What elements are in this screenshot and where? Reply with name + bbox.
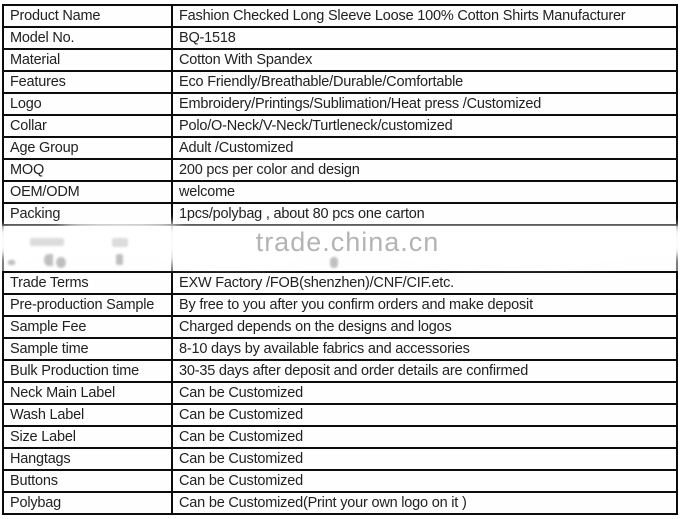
attribute-cell: Bulk Production time (2, 359, 173, 383)
product-spec-table: Product Name Fashion Checked Long Sleeve … (2, 4, 678, 515)
value-cell: Fashion Checked Long Sleeve Loose 100% C… (171, 4, 678, 28)
value-cell: Eco Friendly/Breathable/Durable/Comforta… (171, 70, 678, 94)
attribute-cell: MOQ (2, 158, 173, 182)
table-row-obscured (2, 224, 678, 273)
table-row: Hangtags Can be Customized (2, 447, 678, 471)
attribute-cell: Features (2, 70, 173, 94)
attribute-cell: Sample time (2, 337, 173, 361)
table-row: Model No. BQ-1518 (2, 26, 678, 50)
attribute-cell: Wash Label (2, 403, 173, 427)
table-row: Size Label Can be Customized (2, 425, 678, 449)
value-cell: Cotton With Spandex (171, 48, 678, 72)
value-cell: Can be Customized (171, 403, 678, 427)
attribute-cell: Logo (2, 92, 173, 116)
attribute-cell: OEM/ODM (2, 180, 173, 204)
table-row: Age Group Adult /Customized (2, 136, 678, 160)
table-row: Material Cotton With Spandex (2, 48, 678, 72)
table-row: Features Eco Friendly/Breathable/Durable/… (2, 70, 678, 94)
table-row: Bulk Production time 30-35 days after dep… (2, 359, 678, 383)
attribute-cell: Model No. (2, 26, 173, 50)
value-cell: 30-35 days after deposit and order detai… (171, 359, 678, 383)
table-row: Wash Label Can be Customized (2, 403, 678, 427)
value-cell: Can be Customized (171, 447, 678, 471)
attribute-cell: Buttons (2, 469, 173, 493)
table-row: Packing 1pcs/polybag , about 80 pcs one c… (2, 202, 678, 226)
attribute-cell: Neck Main Label (2, 381, 173, 405)
table-row: Buttons Can be Customized (2, 469, 678, 493)
attribute-cell: Trade Terms (2, 271, 173, 295)
value-cell: Can be Customized (171, 381, 678, 405)
value-cell: Charged depends on the designs and logos (171, 315, 678, 339)
value-cell: 200 pcs per color and design (171, 158, 678, 182)
attribute-cell: Product Name (2, 4, 173, 28)
attribute-cell: Age Group (2, 136, 173, 160)
attribute-cell: Polybag (2, 491, 173, 515)
value-cell: EXW Factory /FOB(shenzhen)/CNF/CIF.etc. (171, 271, 678, 295)
value-cell: By free to you after you confirm orders … (171, 293, 678, 317)
table-row: Pre-production Sample By free to you afte… (2, 293, 678, 317)
attribute-cell: Collar (2, 114, 173, 138)
table-row: Sample time 8-10 days by available fabric… (2, 337, 678, 361)
table-row: Product Name Fashion Checked Long Sleeve … (2, 4, 678, 28)
table-row: Polybag Can be Customized(Print your own … (2, 491, 678, 515)
attribute-cell: Packing (2, 202, 173, 226)
value-cell: Can be Customized(Print your own logo on… (171, 491, 678, 515)
table-row: MOQ 200 pcs per color and design (2, 158, 678, 182)
table-row: Sample Fee Charged depends on the designs… (2, 315, 678, 339)
value-cell (171, 224, 678, 273)
attribute-cell: Sample Fee (2, 315, 173, 339)
table-row: Neck Main Label Can be Customized (2, 381, 678, 405)
value-cell: welcome (171, 180, 678, 204)
value-cell: 8-10 days by available fabrics and acces… (171, 337, 678, 361)
spec-table-body: Product Name Fashion Checked Long Sleeve … (2, 4, 678, 515)
value-cell: 1pcs/polybag , about 80 pcs one carton (171, 202, 678, 226)
table-row: Collar Polo/O-Neck/V-Neck/Turtleneck/cust… (2, 114, 678, 138)
value-cell: BQ-1518 (171, 26, 678, 50)
value-cell: Embroidery/Printings/Sublimation/Heat pr… (171, 92, 678, 116)
value-cell: Polo/O-Neck/V-Neck/Turtleneck/customized (171, 114, 678, 138)
table-row: Logo Embroidery/Printings/Sublimation/Hea… (2, 92, 678, 116)
attribute-cell: Size Label (2, 425, 173, 449)
attribute-cell (2, 224, 173, 273)
attribute-cell: Hangtags (2, 447, 173, 471)
attribute-cell: Pre-production Sample (2, 293, 173, 317)
value-cell: Adult /Customized (171, 136, 678, 160)
attribute-cell: Material (2, 48, 173, 72)
table-row: Trade Terms EXW Factory /FOB(shenzhen)/CN… (2, 271, 678, 295)
table-row: OEM/ODM welcome (2, 180, 678, 204)
value-cell: Can be Customized (171, 469, 678, 493)
value-cell: Can be Customized (171, 425, 678, 449)
